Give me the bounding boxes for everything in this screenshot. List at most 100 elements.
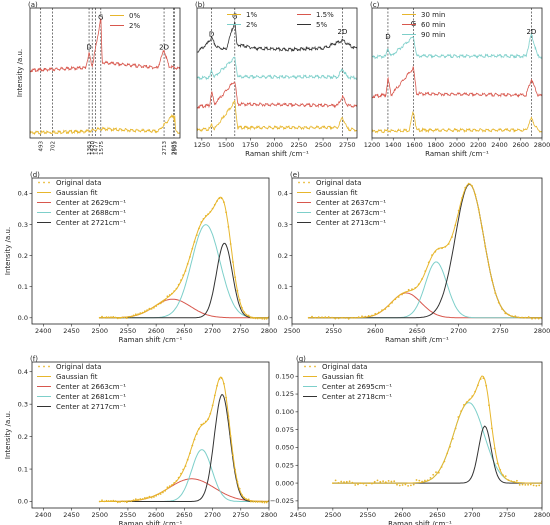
data-point-f bbox=[144, 497, 146, 499]
legend-label-d-3: Center at 2688cm⁻¹ bbox=[56, 209, 126, 217]
xtick-label-c-2: 1600 bbox=[406, 141, 423, 149]
data-point-d bbox=[107, 316, 110, 319]
peak-label-c-0: D bbox=[385, 33, 390, 41]
legend-c: 30 min 60 min 90 min bbox=[402, 11, 445, 39]
data-point-f bbox=[134, 498, 137, 501]
data-point-d bbox=[155, 305, 158, 307]
plot-area-d bbox=[98, 196, 269, 320]
legend-b: 1% 1.5% 2% 5% bbox=[227, 11, 334, 29]
legend-marker-g-0 bbox=[309, 365, 311, 368]
data-point-f bbox=[130, 500, 133, 502]
data-point-d bbox=[110, 316, 112, 319]
data-point-d bbox=[121, 316, 124, 319]
vline-label-a-2: 1363 bbox=[87, 141, 93, 155]
data-point-g bbox=[387, 480, 390, 482]
data-point-g bbox=[429, 477, 432, 479]
xtick-label-d-3: 2550 bbox=[120, 327, 137, 335]
vline-label-a-4: 1477 bbox=[93, 141, 99, 155]
component-g-1 bbox=[332, 425, 542, 484]
data-point-g bbox=[496, 462, 499, 465]
xtick-label-c-8: 2800 bbox=[534, 141, 550, 149]
ytick-label-e-4: 0.4 bbox=[278, 190, 288, 198]
ylabel-a: Intensity /a.u. bbox=[16, 49, 24, 97]
data-point-g bbox=[418, 479, 421, 482]
data-point-f bbox=[107, 500, 110, 502]
data-point-f bbox=[218, 378, 221, 380]
data-point-e bbox=[434, 250, 437, 253]
series-b-0 bbox=[197, 99, 357, 133]
data-point-f bbox=[234, 468, 237, 471]
data-point-d bbox=[202, 218, 205, 220]
data-point-g bbox=[460, 410, 462, 413]
xtick-label-g-4: 2650 bbox=[429, 511, 446, 519]
data-point-g bbox=[354, 484, 357, 486]
data-point-e bbox=[467, 182, 470, 185]
data-point-e bbox=[454, 224, 457, 227]
data-point-e bbox=[391, 301, 393, 304]
data-point-d bbox=[101, 315, 103, 318]
data-point-d bbox=[180, 279, 182, 281]
xtick-label-b-1: 1500 bbox=[218, 141, 235, 149]
legend-label-g-0: Original data bbox=[322, 363, 367, 371]
data-point-d bbox=[159, 302, 162, 305]
data-point-d bbox=[119, 317, 121, 319]
data-point-d bbox=[123, 316, 126, 319]
xtick-label-e-2: 2600 bbox=[367, 327, 384, 335]
peak-label-a-2: 2D bbox=[159, 44, 169, 52]
xtick-label-d-6: 2700 bbox=[204, 327, 221, 335]
series-a-1 bbox=[30, 18, 180, 73]
legend-g: Original data Gaussian fit Center at 2695c… bbox=[303, 363, 392, 401]
data-point-e bbox=[414, 287, 417, 289]
xtick-label-d-1: 2450 bbox=[63, 327, 80, 335]
data-point-g bbox=[376, 479, 379, 482]
data-point-d bbox=[137, 313, 140, 316]
data-point-f bbox=[177, 476, 180, 479]
data-point-f bbox=[193, 438, 196, 441]
legend-label-e-3: Center at 2673cm⁻¹ bbox=[316, 209, 386, 217]
data-point-g bbox=[398, 484, 401, 487]
data-point-g bbox=[407, 485, 409, 487]
data-point-e bbox=[394, 298, 397, 301]
data-point-f bbox=[213, 394, 216, 397]
data-point-f bbox=[263, 501, 266, 504]
legend-label-d-4: Center at 2721cm⁻¹ bbox=[56, 219, 126, 227]
data-point-f bbox=[166, 486, 169, 489]
data-point-d bbox=[259, 317, 261, 320]
data-point-d bbox=[173, 290, 176, 292]
legend-label-c-0: 30 min bbox=[421, 11, 445, 19]
data-point-f bbox=[162, 491, 164, 494]
data-point-d bbox=[191, 247, 194, 250]
data-point-f bbox=[256, 501, 259, 503]
legend-f: Original data Gaussian fit Center at 2663c… bbox=[37, 363, 126, 411]
data-point-g bbox=[368, 482, 370, 484]
legend-marker-d-0 bbox=[48, 181, 50, 184]
data-point-d bbox=[256, 317, 259, 320]
data-point-d bbox=[195, 234, 198, 237]
data-point-e bbox=[374, 312, 377, 315]
peak-label-b-1: G bbox=[232, 12, 237, 20]
data-point-d bbox=[103, 316, 106, 319]
data-point-g bbox=[485, 384, 488, 387]
data-point-g bbox=[538, 484, 541, 487]
data-point-e bbox=[321, 316, 323, 319]
series-c-2 bbox=[372, 33, 542, 60]
xtick-label-d-0: 2400 bbox=[35, 327, 52, 335]
data-point-d bbox=[241, 306, 243, 309]
data-point-f bbox=[155, 494, 158, 497]
data-point-d bbox=[254, 317, 257, 320]
data-point-g bbox=[449, 445, 451, 448]
axes-frame-d bbox=[31, 177, 270, 325]
data-point-e bbox=[511, 315, 513, 318]
ytick-label-d-1: 0.1 bbox=[18, 283, 28, 291]
data-point-g bbox=[340, 480, 343, 483]
ylabel-f: Intensity /a.u. bbox=[4, 411, 12, 459]
data-point-e bbox=[381, 309, 383, 312]
ytick-label-g-5: 0.100 bbox=[275, 408, 294, 416]
data-point-d bbox=[148, 307, 151, 310]
data-point-g bbox=[474, 390, 476, 393]
data-point-e bbox=[481, 226, 483, 229]
data-point-g bbox=[471, 395, 474, 397]
data-point-d bbox=[211, 207, 214, 210]
legend-label-b-2: 2% bbox=[246, 21, 257, 29]
data-point-g bbox=[401, 484, 404, 486]
